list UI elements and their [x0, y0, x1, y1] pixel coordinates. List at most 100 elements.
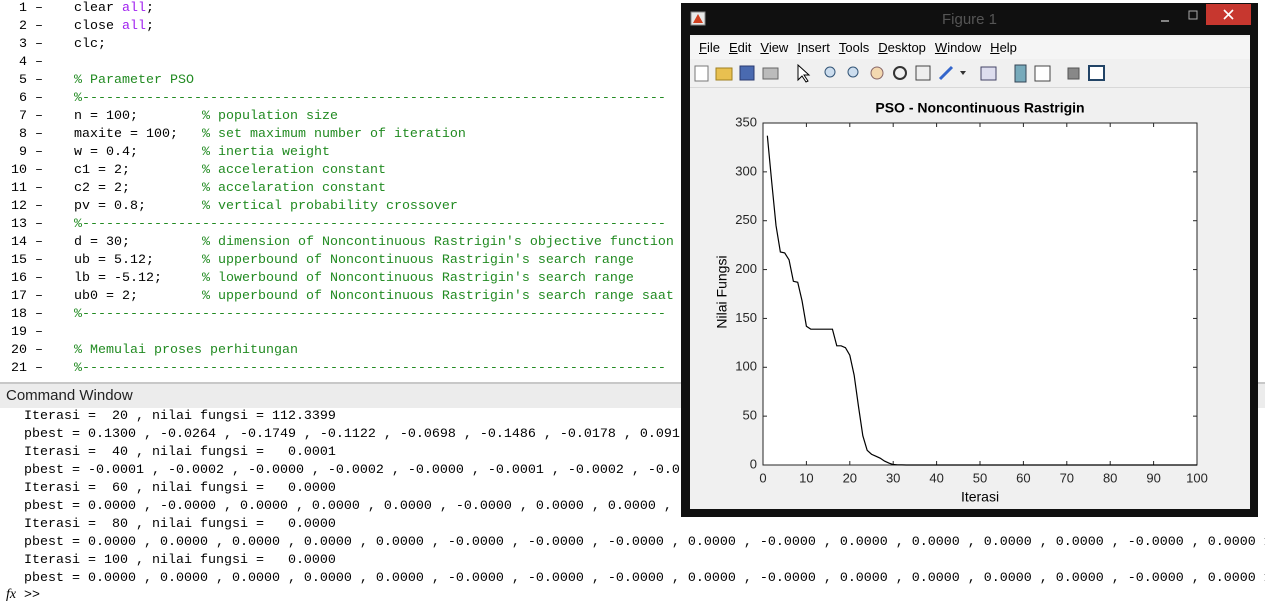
- rotate-button[interactable]: [893, 66, 907, 80]
- pan-button[interactable]: [870, 66, 884, 80]
- code: clc;: [74, 36, 106, 54]
- figure-window: Figure 1 File Edit View Insert Tools Desktop W…: [681, 3, 1258, 517]
- menu-item[interactable]: View: [760, 40, 789, 55]
- figure-icon-shape: [693, 14, 703, 23]
- code-token: %---------------------------------------…: [74, 217, 666, 232]
- breakpoint-marker: –: [35, 343, 43, 358]
- title-bar: [690, 4, 1251, 26]
- code-token: close: [74, 19, 122, 34]
- code-token: w = 0.4;: [74, 145, 202, 160]
- line-number: 21: [11, 361, 27, 376]
- menu-item[interactable]: Insert: [797, 40, 830, 55]
- x-tick-label: 50: [973, 470, 987, 485]
- y-tick-label: 350: [735, 114, 757, 129]
- new-button[interactable]: [694, 65, 709, 82]
- line-number: 20: [11, 343, 27, 358]
- line-number: 4: [19, 55, 27, 70]
- prompt: >>: [24, 588, 40, 603]
- data-cursor-button[interactable]: [915, 65, 931, 81]
- y-tick-label: 250: [735, 212, 757, 227]
- breakpoint-marker: –: [35, 235, 43, 250]
- code-token: % inertia weight: [201, 145, 330, 160]
- line-number: 3: [19, 37, 27, 52]
- zoom-out-button[interactable]: [847, 66, 859, 78]
- breakpoint-marker: –: [35, 37, 43, 52]
- line-number: 14: [11, 235, 27, 250]
- code-token: % dimension of Noncontinuous Rastrigin's…: [201, 235, 674, 250]
- code-token: % lowerbound of Noncontinuous Rastrigin'…: [201, 271, 634, 286]
- line-number: 15: [11, 253, 27, 268]
- y-tick-label: 0: [750, 456, 757, 471]
- code-token: % population size: [201, 109, 338, 124]
- link-button[interactable]: [980, 66, 997, 81]
- editor-line: 2– close all;: [0, 18, 1265, 36]
- breakpoint-marker: –: [35, 325, 43, 340]
- code: n = 100; % population size: [74, 108, 338, 126]
- select-button[interactable]: [797, 63, 811, 83]
- editor-line: 19–: [0, 324, 1265, 342]
- editor-line: 14– d = 30; % dimension of Noncontinuous …: [0, 234, 1265, 252]
- x-axis-label: Iterasi: [961, 489, 999, 505]
- menu-item[interactable]: Tools: [838, 40, 870, 55]
- menu-item[interactable]: File: [699, 40, 720, 55]
- line-number: 10: [11, 163, 27, 178]
- show-tools-button[interactable]: [1088, 65, 1105, 81]
- code: c2 = 2; % accelaration constant: [74, 180, 386, 198]
- hide-tools-button[interactable]: [1067, 67, 1080, 80]
- code-token: pv = 0.8;: [74, 199, 202, 214]
- line-number: 17: [11, 289, 27, 304]
- breakpoint-marker: –: [35, 217, 43, 232]
- colorbar-button[interactable]: [1014, 64, 1027, 83]
- editor-line: 12– pv = 0.8; % vertical probability cros…: [0, 198, 1265, 216]
- y-tick-label: 300: [735, 163, 757, 178]
- y-axis-label: Nilai Fungsi: [714, 255, 730, 328]
- plot-area: [762, 122, 1198, 466]
- code: % Memulai proses perhitungan: [74, 342, 298, 360]
- editor-line: 1– clear all;: [0, 0, 1265, 18]
- code-token: %---------------------------------------…: [74, 91, 666, 106]
- code: c1 = 2; % acceleration constant: [74, 162, 386, 180]
- menu-item[interactable]: Edit: [728, 40, 752, 55]
- menu-item[interactable]: Help: [990, 40, 1017, 55]
- code-token: ;: [146, 1, 154, 16]
- command-output: Iterasi = 20 , nilai fungsi = 112.3399: [24, 409, 336, 424]
- editor-line: 18– %------------------------------------…: [0, 306, 1265, 324]
- code: %---------------------------------------…: [74, 90, 666, 108]
- code-token: ub = 5.12;: [74, 253, 202, 268]
- zoom-in-button[interactable]: [824, 66, 836, 78]
- breakpoint-marker: –: [35, 289, 43, 304]
- brush-menu[interactable]: [960, 71, 966, 75]
- command-output: Iterasi = 80 , nilai fungsi = 0.0000: [24, 517, 336, 532]
- code-token: all: [122, 1, 146, 16]
- save-button[interactable]: [739, 65, 755, 81]
- editor-line: 13– %------------------------------------…: [0, 216, 1265, 234]
- editor-line: 20– % Memulai proses perhitungan: [0, 342, 1265, 360]
- figure-title: Figure 1: [941, 11, 998, 28]
- line-number: 12: [11, 199, 27, 214]
- code-token: % vertical probability crossover: [201, 199, 458, 214]
- code: %---------------------------------------…: [74, 306, 666, 324]
- code-token: %---------------------------------------…: [74, 361, 666, 376]
- line-number: 5: [19, 73, 27, 88]
- figure-client: File Edit View Insert Tools Desktop Window Help…: [690, 35, 1250, 509]
- editor-line: 5– % Parameter PSO: [0, 72, 1265, 90]
- code: %---------------------------------------…: [74, 360, 666, 378]
- code-token: all: [122, 19, 146, 34]
- command-output: Iterasi = 40 , nilai fungsi = 0.0001: [24, 445, 336, 460]
- open-button[interactable]: [715, 67, 733, 81]
- command-output: pbest = 0.0000 , -0.0000 , 0.0000 , 0.00…: [24, 499, 672, 514]
- brush-button[interactable]: [938, 65, 954, 81]
- editor-line: 3– clc;: [0, 36, 1265, 54]
- legend-button[interactable]: [1034, 65, 1051, 82]
- code-token: %---------------------------------------…: [74, 307, 666, 322]
- breakpoint-marker: –: [35, 199, 43, 214]
- menu-item[interactable]: Desktop: [878, 40, 926, 55]
- code-token: d = 30;: [74, 235, 202, 250]
- menu-item[interactable]: Window: [934, 40, 982, 55]
- maximize-button[interactable]: [1188, 10, 1198, 20]
- x-tick-label: 30: [886, 470, 900, 485]
- code-token: c1 = 2;: [74, 163, 202, 178]
- code-token: c2 = 2;: [74, 181, 202, 196]
- print-button[interactable]: [762, 67, 779, 80]
